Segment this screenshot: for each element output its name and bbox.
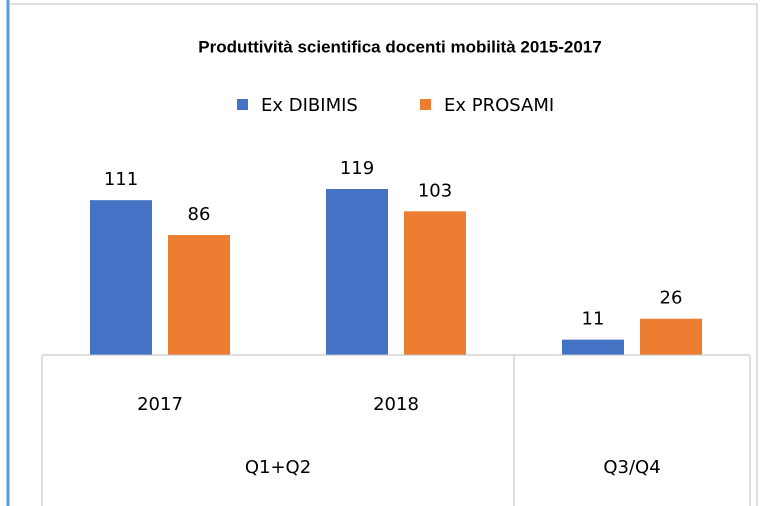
- legend-swatch: [420, 99, 431, 110]
- chart-title: Produttività scientifica docenti mobilit…: [198, 37, 601, 56]
- bar: [640, 318, 702, 355]
- bar: [562, 339, 624, 355]
- data-label: 119: [340, 158, 374, 179]
- legend-label: Ex DIBIMIS: [261, 95, 358, 116]
- x-tick-label: 2017: [137, 394, 183, 415]
- bar: [90, 200, 152, 355]
- x-tick-label: 2018: [373, 394, 419, 415]
- data-label: 111: [104, 169, 138, 190]
- legend-label: Ex PROSAMI: [444, 95, 554, 116]
- bar: [404, 211, 466, 355]
- data-label: 26: [660, 288, 683, 309]
- bar: [326, 188, 388, 355]
- data-label: 86: [188, 204, 211, 225]
- group-label: Q3/Q4: [603, 457, 660, 478]
- data-label: 11: [582, 309, 605, 330]
- group-label: Q1+Q2: [245, 457, 311, 478]
- bar: [168, 235, 230, 355]
- legend-swatch: [237, 99, 248, 110]
- data-label: 103: [418, 180, 452, 201]
